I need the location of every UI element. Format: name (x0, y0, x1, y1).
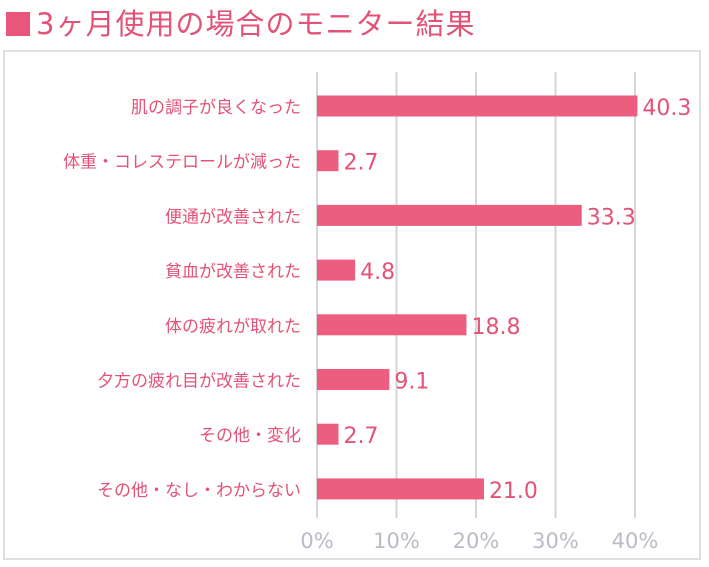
value-label-2: 33.3 (587, 205, 636, 230)
x-tick-label-3: 30% (532, 529, 579, 553)
chart-title-block: 3ヶ月使用の場合のモニター結果 (6, 4, 475, 44)
bar-3 (317, 259, 356, 281)
value-label-6: 2.7 (343, 424, 378, 449)
bar-6 (317, 423, 339, 445)
bar-5 (317, 369, 390, 390)
value-label-0: 40.3 (642, 96, 691, 121)
x-tick-label-4: 40% (612, 529, 659, 553)
category-label-4: 体の疲れが取れた (165, 317, 301, 337)
x-tick-label-2: 20% (453, 529, 500, 553)
bar-7 (317, 478, 484, 500)
category-label-0: 肌の調子が良くなった (131, 98, 301, 118)
chart-frame (3, 50, 701, 560)
chart-title: 3ヶ月使用の場合のモニター結果 (36, 7, 476, 41)
bar-1 (317, 150, 339, 172)
title-square-marker (6, 12, 30, 36)
value-label-5: 9.1 (394, 370, 429, 395)
bar-0 (317, 95, 638, 117)
value-label-4: 18.8 (471, 315, 520, 340)
bar-2 (317, 204, 582, 226)
category-label-2: 便通が改善された (165, 207, 301, 227)
value-label-7: 21.0 (489, 479, 538, 504)
x-tick-label-1: 10% (373, 529, 420, 553)
category-label-1: 体重・コレステロールが減った (63, 153, 301, 173)
bar-4 (317, 314, 467, 336)
value-label-3: 4.8 (360, 260, 395, 285)
category-label-5: 夕方の疲れ目が改善された (97, 372, 301, 392)
value-label-1: 2.7 (343, 151, 378, 176)
category-label-3: 貧血が改善された (165, 262, 301, 282)
category-label-7: その他・なし・わからない (97, 481, 301, 501)
x-tick-label-0: 0% (300, 529, 333, 553)
category-label-6: その他・変化 (199, 426, 301, 446)
